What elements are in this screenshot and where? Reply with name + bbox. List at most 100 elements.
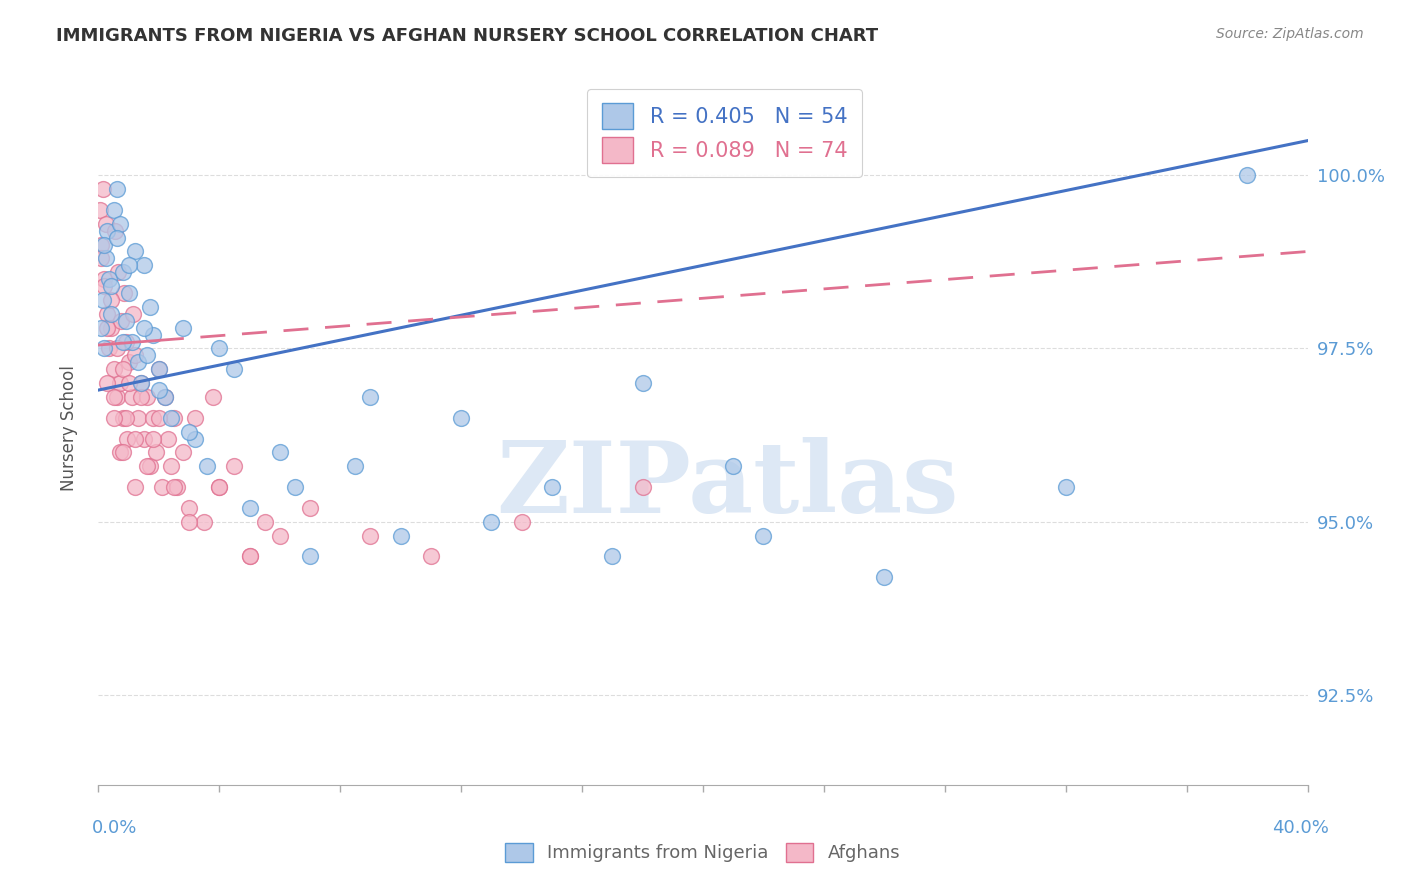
Point xyxy=(100,279,122,293)
Point xyxy=(93,342,115,356)
Point xyxy=(148,383,170,397)
Text: IMMIGRANTS FROM NIGERIA VS AFGHAN NURSERY SCHOOL CORRELATION CHART: IMMIGRANTS FROM NIGERIA VS AFGHAN NURSER… xyxy=(56,27,879,45)
Point xyxy=(108,217,131,231)
Point xyxy=(184,432,207,446)
Point xyxy=(115,432,138,446)
Point xyxy=(299,500,322,515)
Point xyxy=(360,528,382,542)
Point xyxy=(118,286,141,301)
Point xyxy=(100,307,122,321)
Point xyxy=(129,390,152,404)
Point xyxy=(124,480,146,494)
Point xyxy=(111,362,134,376)
Point xyxy=(91,182,114,196)
Point xyxy=(160,410,183,425)
Point xyxy=(103,202,125,217)
Point xyxy=(752,528,775,542)
Point xyxy=(91,293,114,307)
Point xyxy=(420,549,443,564)
Point xyxy=(195,459,218,474)
Point xyxy=(269,445,291,459)
Point xyxy=(121,334,143,349)
Point xyxy=(105,182,128,196)
Point xyxy=(132,258,155,272)
Point xyxy=(1054,480,1077,494)
Point xyxy=(94,252,117,266)
Legend: Immigrants from Nigeria, Afghans: Immigrants from Nigeria, Afghans xyxy=(498,836,908,870)
Point xyxy=(114,334,136,349)
Point xyxy=(1236,169,1258,183)
Point xyxy=(108,376,131,391)
Point xyxy=(98,342,121,356)
Point xyxy=(873,570,896,584)
Point xyxy=(90,237,112,252)
Point xyxy=(114,410,136,425)
Point xyxy=(360,390,382,404)
Point xyxy=(239,500,262,515)
Text: 0.0%: 0.0% xyxy=(91,819,136,837)
Point xyxy=(105,230,128,244)
Point xyxy=(122,307,145,321)
Y-axis label: Nursery School: Nursery School xyxy=(59,365,77,491)
Point xyxy=(450,410,472,425)
Point xyxy=(89,202,111,217)
Point xyxy=(129,376,152,391)
Point xyxy=(96,376,118,391)
Point xyxy=(118,258,141,272)
Point xyxy=(100,320,122,334)
Point xyxy=(193,515,215,529)
Point xyxy=(139,459,162,474)
Point xyxy=(163,410,186,425)
Point xyxy=(124,432,146,446)
Point xyxy=(103,362,125,376)
Point xyxy=(510,515,533,529)
Point xyxy=(94,217,117,231)
Point xyxy=(96,320,118,334)
Point xyxy=(269,528,291,542)
Point xyxy=(118,376,141,391)
Point xyxy=(142,327,165,342)
Point xyxy=(105,390,128,404)
Point xyxy=(93,279,115,293)
Point xyxy=(111,445,134,459)
Point xyxy=(111,410,134,425)
Point xyxy=(121,390,143,404)
Point xyxy=(208,480,231,494)
Point xyxy=(90,252,112,266)
Point xyxy=(631,480,654,494)
Point xyxy=(723,459,745,474)
Point xyxy=(139,300,162,314)
Point xyxy=(135,459,157,474)
Point xyxy=(145,445,167,459)
Point xyxy=(344,459,367,474)
Point xyxy=(631,376,654,391)
Point xyxy=(148,362,170,376)
Point xyxy=(112,286,135,301)
Point xyxy=(202,390,225,404)
Point xyxy=(100,293,122,307)
Point xyxy=(179,500,201,515)
Point xyxy=(93,272,115,286)
Point xyxy=(153,390,176,404)
Point xyxy=(179,515,201,529)
Point xyxy=(253,515,276,529)
Point xyxy=(114,314,136,328)
Point xyxy=(108,445,131,459)
Point xyxy=(96,224,118,238)
Point xyxy=(540,480,562,494)
Legend: R = 0.405   N = 54, R = 0.089   N = 74: R = 0.405 N = 54, R = 0.089 N = 74 xyxy=(588,89,862,178)
Point xyxy=(156,432,179,446)
Point xyxy=(389,528,412,542)
Point xyxy=(110,314,132,328)
Point xyxy=(148,410,170,425)
Point xyxy=(135,390,157,404)
Point xyxy=(153,390,176,404)
Point xyxy=(103,410,125,425)
Point xyxy=(166,480,188,494)
Point xyxy=(127,410,149,425)
Point xyxy=(127,355,149,369)
Point xyxy=(224,362,246,376)
Point xyxy=(104,224,127,238)
Point xyxy=(129,376,152,391)
Point xyxy=(111,334,134,349)
